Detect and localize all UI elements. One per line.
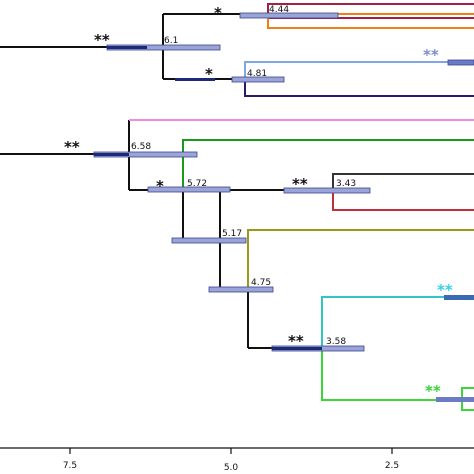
node-age-4-81: 4.81 [247, 69, 267, 79]
hpd-bar-3-43 [283, 187, 371, 194]
clade-box-crimson [267, 3, 474, 19]
clade-line-red [332, 190, 474, 211]
node-age-5-72: 5.72 [187, 179, 207, 189]
node-age-5-17: 5.17 [222, 229, 242, 239]
hpd-bar-4-81 [231, 76, 285, 83]
clade-line-green [182, 139, 474, 190]
hpd-bar-4-81-core [175, 78, 215, 81]
node-age-4-75: 4.75 [251, 278, 271, 288]
hpd-bar-5-72 [147, 186, 231, 193]
node-age-6-1: 6.1 [164, 36, 178, 46]
support-mark-3-43: ** [292, 175, 308, 193]
clade-line-cyan [321, 296, 474, 348]
hpd-bar-lightgreen-tip [436, 397, 474, 402]
axis-tick-label: 7.5 [63, 461, 77, 471]
hpd-bar-cyan-tip [444, 295, 474, 300]
hpd-bar-6-58-core [94, 153, 129, 156]
clade-line-lightgreen [321, 348, 474, 401]
node-age-6-58: 6.58 [131, 142, 151, 152]
support-mark-4-81: * [205, 65, 213, 83]
node-age-4-44: 4.44 [269, 5, 289, 15]
hpd-bar-3-58-core [272, 347, 322, 350]
node-age-3-58: 3.58 [326, 337, 346, 347]
clade-box-orange [267, 13, 474, 29]
time-axis: 7.5 5.0 2.5 [0, 447, 474, 473]
support-mark-3-58: ** [288, 332, 304, 350]
hpd-bar-6-1-core [107, 46, 147, 49]
support-mark-5-72: * [156, 177, 164, 195]
hpd-bar-5-17 [171, 237, 247, 244]
axis-tick-label: 2.5 [385, 461, 399, 471]
clade-box-darkpurple [244, 79, 474, 97]
support-mark-cyan: ** [437, 281, 453, 299]
support-mark-4-44: * [214, 4, 222, 22]
clade-line-olive [247, 229, 474, 289]
support-mark-blue: ** [423, 46, 439, 64]
hpd-bar-blue-tip [447, 59, 474, 66]
lower-clade: 6.58 5.72 3.43 5.17 4.75 3.58 ** * ** **… [0, 119, 474, 411]
hpd-bar-4-75 [208, 286, 274, 293]
hpd-bar-4-44 [239, 12, 339, 19]
support-mark-6-1: ** [94, 31, 110, 49]
upper-clade: 4.44 6.1 4.81 ** * * ** [0, 3, 474, 97]
clade-line-black [332, 173, 474, 190]
axis-tick-label: 5.0 [224, 463, 239, 473]
support-mark-6-58: ** [64, 138, 80, 156]
support-mark-green: ** [425, 382, 441, 400]
node-age-3-43: 3.43 [336, 179, 356, 189]
